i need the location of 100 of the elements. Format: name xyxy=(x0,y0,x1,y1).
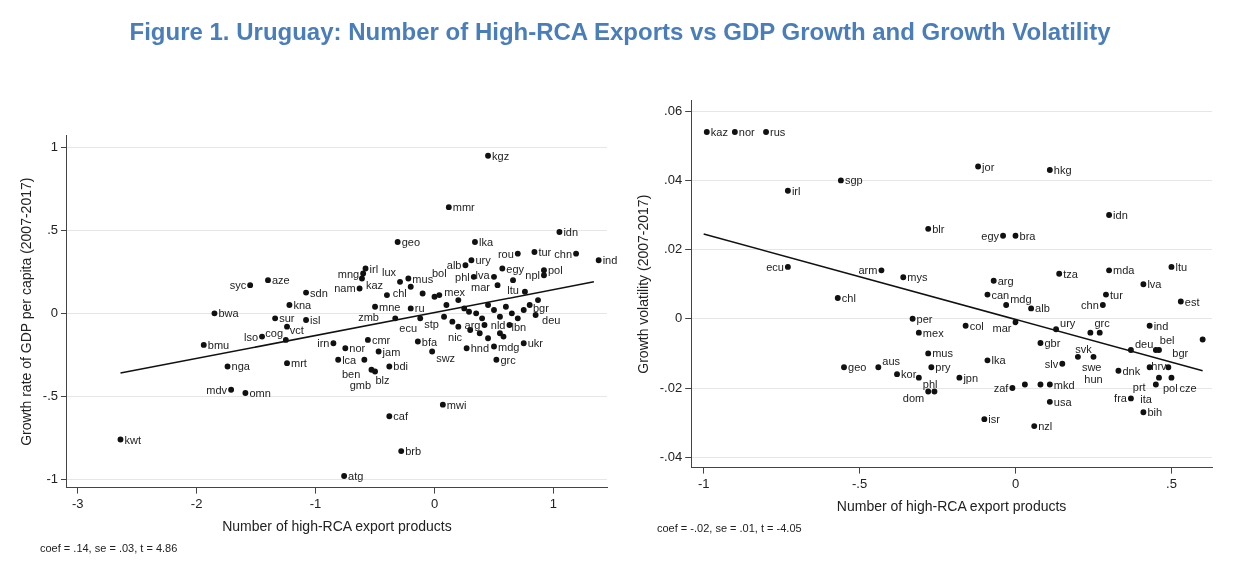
data-label: tur xyxy=(1109,288,1124,301)
x-tick-label: -1 xyxy=(697,475,710,491)
data-label: zmb xyxy=(358,311,379,324)
data-label: irn xyxy=(317,337,330,350)
data-label: mkd xyxy=(1053,378,1075,391)
data-label: irl xyxy=(369,262,379,275)
data-label: deu xyxy=(1134,337,1154,350)
data-label: pry xyxy=(935,361,952,374)
data-label: nld xyxy=(490,319,506,332)
data-label: chn xyxy=(1081,298,1099,311)
data-label: fra xyxy=(1114,392,1128,405)
data-label: mwi xyxy=(446,398,467,411)
data-label: bdi xyxy=(393,360,409,373)
data-label: bgr xyxy=(1172,347,1189,360)
data-label: ru xyxy=(414,302,425,315)
data-label: geo xyxy=(848,361,867,374)
data-label: rou xyxy=(497,247,514,260)
data-label: lbn xyxy=(511,320,527,333)
data-label: grc xyxy=(500,353,517,366)
data-label: brb xyxy=(405,445,422,458)
data-label: mex xyxy=(444,285,466,298)
data-label: nor xyxy=(738,125,756,138)
text: coef = -.02, se = .01, t = -4.05 xyxy=(657,522,803,534)
y-tick-label: 1 xyxy=(50,138,58,154)
y-tick-label: -.02 xyxy=(659,379,683,395)
data-label: kaz xyxy=(710,125,728,138)
data-label: egy xyxy=(506,262,525,275)
data-label: ukr xyxy=(527,337,544,350)
data-label: zaf xyxy=(993,382,1010,395)
text: coef = .14, se = .03, t = 4.86 xyxy=(40,542,179,554)
data-label: ltu xyxy=(507,284,519,297)
data-label: ben xyxy=(341,367,361,380)
y-tick-label: .06 xyxy=(664,102,683,118)
data-label: alb xyxy=(446,259,462,272)
data-label: irl xyxy=(791,184,801,197)
data-label: est xyxy=(1184,295,1200,308)
data-label: mex xyxy=(922,326,945,339)
data-label: isl xyxy=(310,314,321,327)
data-label: swe xyxy=(1081,360,1102,373)
data-label: lva xyxy=(475,269,491,282)
data-label: ind xyxy=(602,254,618,267)
data-label: gmb xyxy=(349,379,372,392)
data-label: mus xyxy=(932,347,954,360)
data-label: hrv xyxy=(1151,359,1168,372)
data-label: mdg xyxy=(1010,292,1032,305)
data-label: arg xyxy=(997,274,1014,287)
data-label: deu xyxy=(542,314,561,327)
data-label: dom xyxy=(902,391,925,404)
data-label: prt xyxy=(1132,381,1146,394)
data-label: mng xyxy=(337,267,360,280)
data-label: sdn xyxy=(310,286,328,299)
data-label: stp xyxy=(424,318,439,331)
x-tick-label: 1 xyxy=(549,495,558,511)
data-label: caf xyxy=(393,410,409,423)
data-label: vct xyxy=(289,323,304,336)
x-axis-title: Number of high-RCA export products xyxy=(836,498,1067,515)
data-label: bgr xyxy=(532,301,550,314)
data-label: aze xyxy=(271,274,290,287)
data-label: bmu xyxy=(207,338,230,351)
y-tick-label: 0 xyxy=(674,310,683,326)
data-label: can xyxy=(991,288,1010,301)
x-tick-label: -2 xyxy=(190,495,203,511)
data-label: sur xyxy=(279,312,295,325)
data-label: lka xyxy=(478,236,494,249)
data-label: cog xyxy=(265,326,284,339)
data-label: mdv xyxy=(206,383,228,396)
data-label: bih xyxy=(1147,406,1163,419)
data-label: lux xyxy=(381,265,397,278)
data-label: phl xyxy=(922,377,938,390)
data-label: sgp xyxy=(844,174,863,187)
data-label: idn xyxy=(1113,209,1128,222)
data-label: cmr xyxy=(371,333,391,346)
chart-title: Figure 1. Uruguay: Number of High-RCA Exports vs GDP Growth and Growth Volatility xyxy=(128,18,1112,46)
data-label: jor xyxy=(981,160,995,173)
y-tick-label: -.04 xyxy=(659,448,683,464)
data-label: arg xyxy=(464,319,481,332)
x-tick-label: .5 xyxy=(1166,475,1177,491)
data-label: ecu xyxy=(399,322,418,335)
data-label: lva xyxy=(1147,278,1163,291)
data-label: svk xyxy=(1075,342,1093,355)
data-label: grc xyxy=(1094,316,1111,329)
data-label: tur xyxy=(538,245,552,258)
data-label: alb xyxy=(1035,302,1050,315)
data-label: chl xyxy=(392,286,407,299)
data-label: blz xyxy=(375,373,390,386)
data-label: hnd xyxy=(470,342,489,355)
data-label: blr xyxy=(932,222,945,235)
data-label: mne xyxy=(379,300,401,313)
data-label: chl xyxy=(841,292,856,305)
data-label: bel xyxy=(1159,333,1175,346)
data-label: swz xyxy=(436,351,456,364)
data-label: nic xyxy=(448,330,463,343)
data-label: tza xyxy=(1063,267,1079,280)
data-label: syc xyxy=(229,279,247,292)
data-label: jpn xyxy=(962,371,979,384)
data-label: ind xyxy=(1153,319,1169,332)
x-tick-label: 0 xyxy=(1011,475,1020,491)
data-label: kor xyxy=(901,368,917,381)
data-label: bfa xyxy=(421,335,439,348)
data-label: bra xyxy=(1019,229,1037,242)
